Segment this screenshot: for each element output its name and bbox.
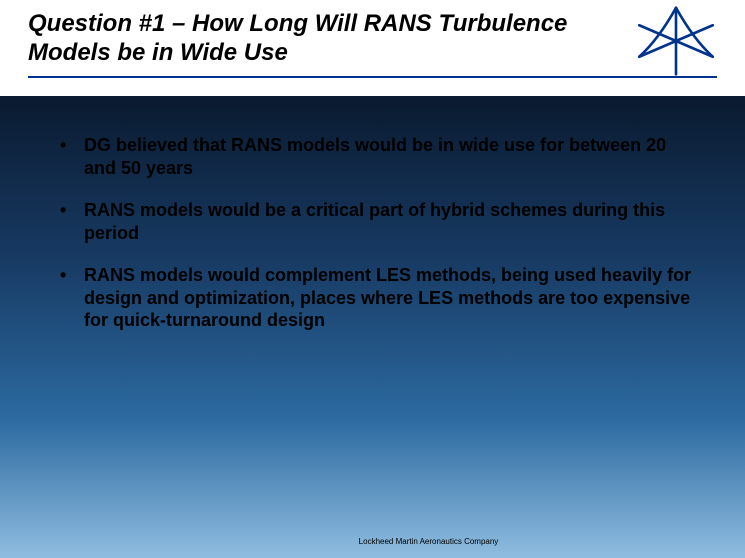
- footer-text: Lockheed Martin Aeronautics Company: [56, 537, 745, 546]
- title-underline: [28, 76, 717, 78]
- slide: Question #1 – How Long Will RANS Turbule…: [0, 0, 745, 558]
- slide-header: Question #1 – How Long Will RANS Turbule…: [0, 0, 745, 96]
- slide-title: Question #1 – How Long Will RANS Turbule…: [28, 10, 608, 68]
- bullet-item: DG believed that RANS models would be in…: [56, 134, 697, 179]
- slide-body: DG believed that RANS models would be in…: [0, 96, 745, 558]
- bullet-list: DG believed that RANS models would be in…: [56, 134, 697, 332]
- bullet-item: RANS models would be a critical part of …: [56, 199, 697, 244]
- lockheed-star-icon: [631, 6, 721, 76]
- bullet-item: RANS models would complement LES methods…: [56, 264, 697, 332]
